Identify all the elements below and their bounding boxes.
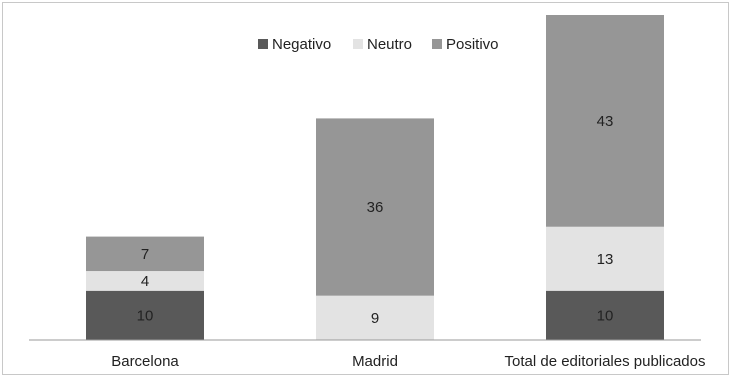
bar-neutro-madrid <box>316 295 434 340</box>
bar-negativo-barcelona <box>86 290 204 340</box>
legend-swatch-positivo <box>432 39 442 49</box>
x-tick-madrid: Madrid <box>352 353 398 370</box>
bar-negativo-total-de-editoriales-publicados <box>546 290 664 340</box>
data-label-positivo-barcelona: 7 <box>141 246 149 263</box>
data-label-neutro-total-de-editoriales-publicados: 13 <box>597 251 614 268</box>
bars <box>86 15 664 340</box>
data-label-positivo-total-de-editoriales-publicados: 43 <box>597 113 614 130</box>
x-tick-labels: Barcelona Madrid Total de editoriales publ… <box>111 353 705 370</box>
value-labels: 10 4 7 9 36 10 13 43 <box>137 113 614 327</box>
data-label-negativo-total-de-editoriales-publicados: 10 <box>597 307 614 324</box>
legend-label-neutro: Neutro <box>367 36 412 53</box>
legend: Negativo Neutro Positivo <box>258 36 499 53</box>
chart-frame: Negativo Neutro Positivo 10 4 7 9 36 10 13 43 Bar… <box>2 2 729 375</box>
bar-neutro-barcelona <box>86 271 204 291</box>
bar-positivo-madrid <box>316 118 434 296</box>
bar-neutro-total-de-editoriales-publicados <box>546 226 664 291</box>
x-tick-barcelona: Barcelona <box>111 353 179 370</box>
data-label-positivo-madrid: 36 <box>367 199 384 216</box>
stacked-bar-chart: Negativo Neutro Positivo 10 4 7 9 36 10 13 43 Bar… <box>29 15 705 370</box>
x-tick-total-de-editoriales-publicados: Total de editoriales publicados <box>505 353 706 370</box>
legend-swatch-neutro <box>353 39 363 49</box>
data-label-neutro-barcelona: 4 <box>141 273 149 290</box>
bar-positivo-barcelona <box>86 236 204 272</box>
data-label-negativo-barcelona: 10 <box>137 307 154 324</box>
data-label-neutro-madrid: 9 <box>371 310 379 327</box>
legend-label-positivo: Positivo <box>446 36 499 53</box>
legend-swatch-negativo <box>258 39 268 49</box>
legend-label-negativo: Negativo <box>272 36 331 53</box>
bar-positivo-total-de-editoriales-publicados <box>546 15 664 227</box>
